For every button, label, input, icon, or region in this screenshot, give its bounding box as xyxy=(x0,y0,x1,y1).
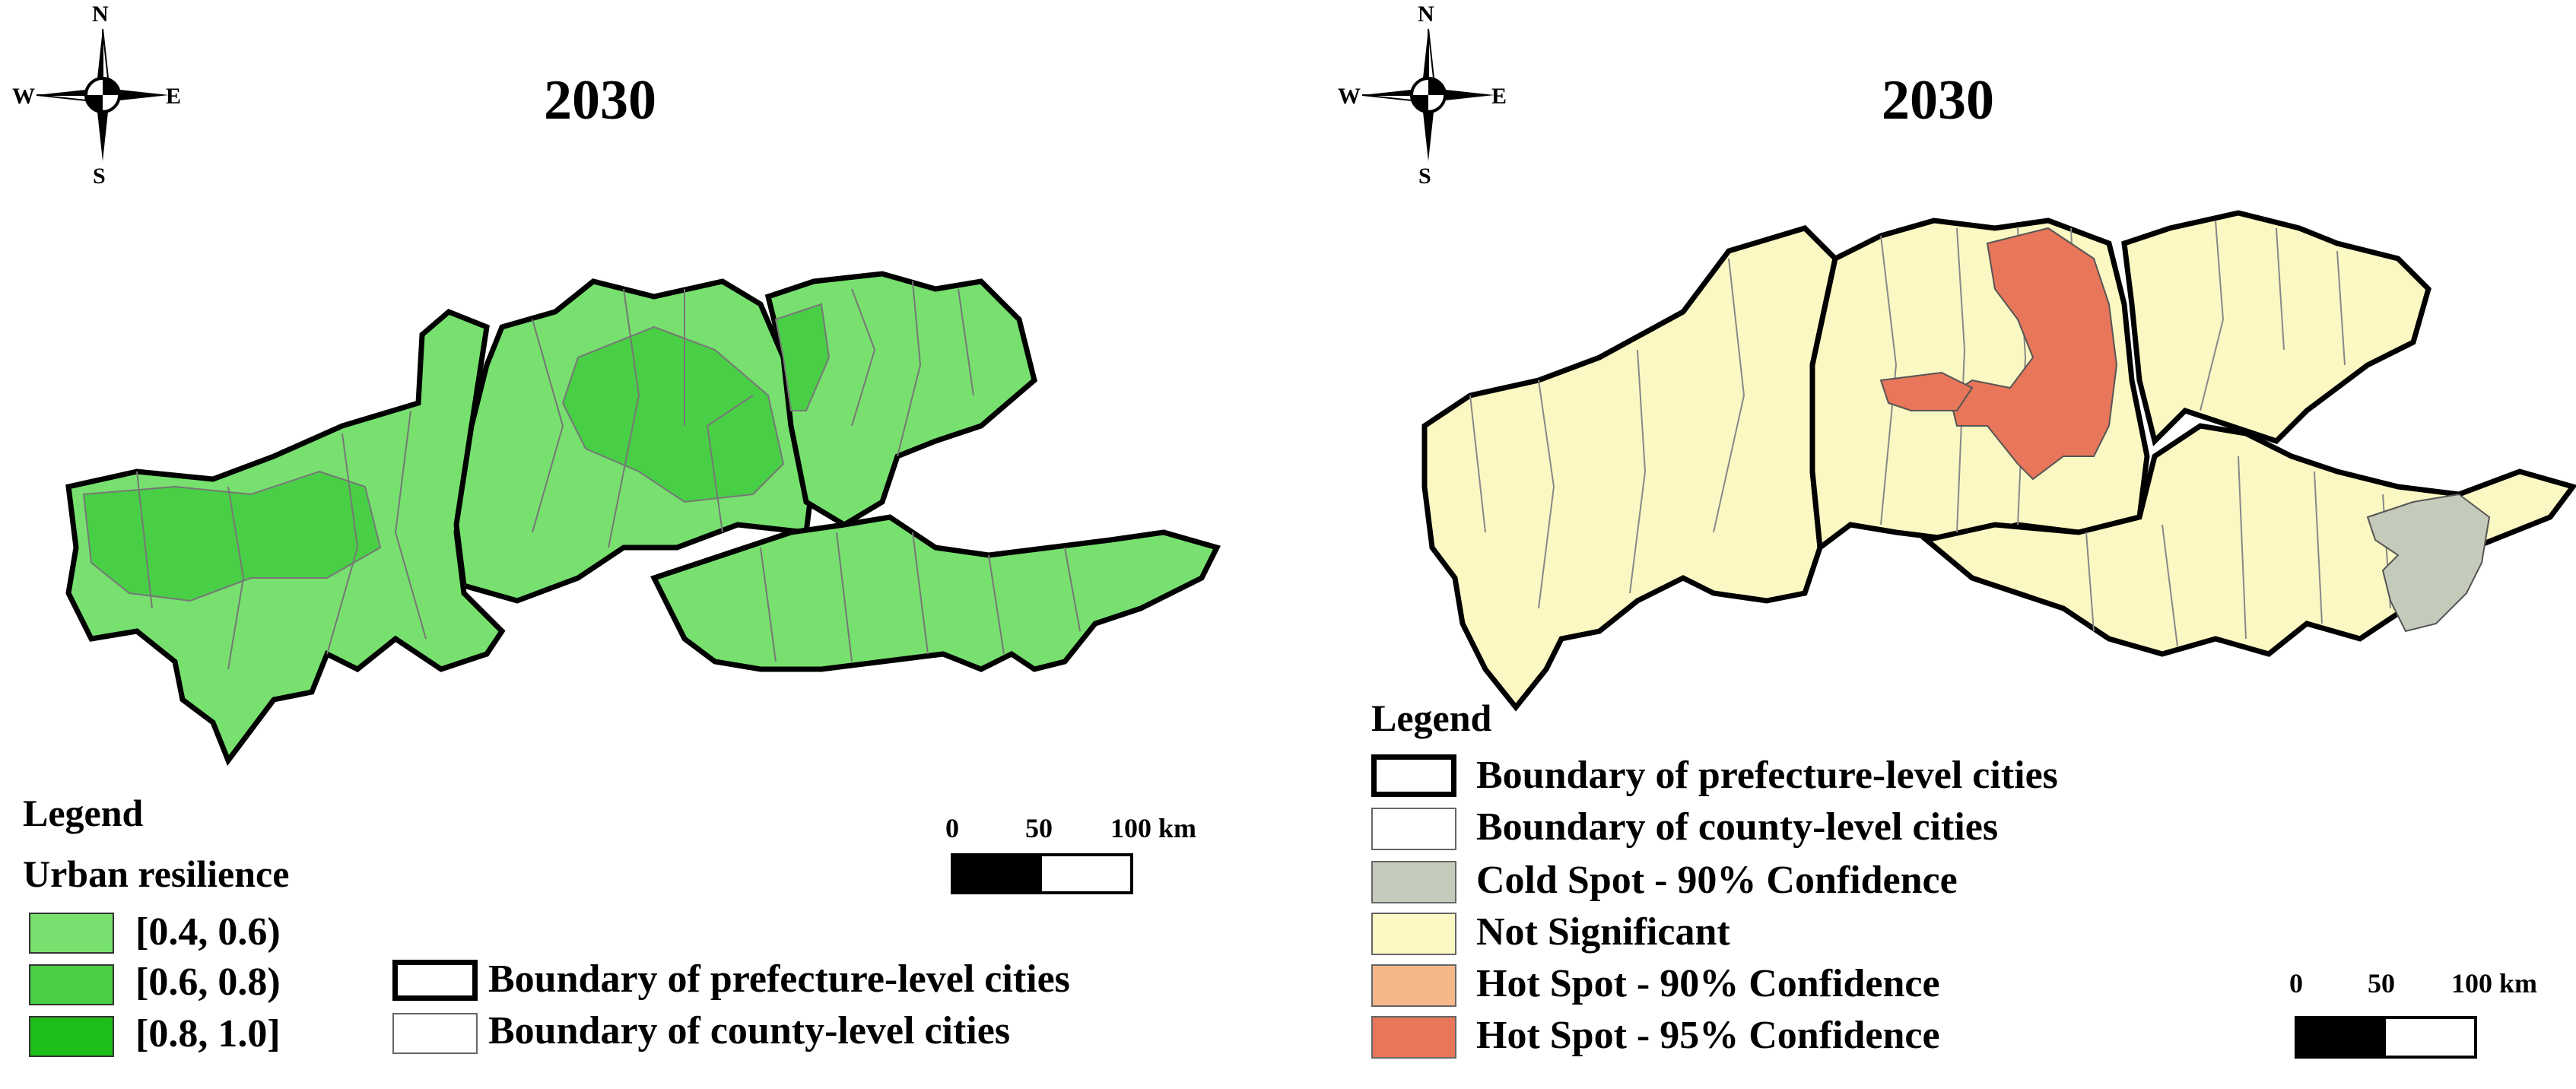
legend-label-county-boundary: Boundary of county-level cities xyxy=(1476,805,1999,849)
legend-title: Legend xyxy=(23,792,144,834)
compass-south-label: S xyxy=(93,164,106,189)
legend-swatch-county-boundary xyxy=(1371,808,1456,850)
legend-label-class-1: [0.4, 0.6) xyxy=(135,910,281,954)
north-arrow-compass-icon xyxy=(8,0,198,190)
compass-north-label: N xyxy=(1418,2,1434,27)
legend-swatch-prefecture-boundary xyxy=(392,960,478,1001)
compass-west-label: W xyxy=(1338,84,1361,109)
scale-tick-0: 0 xyxy=(2289,968,2303,999)
scale-bar xyxy=(951,853,1133,894)
region-northeast-core xyxy=(774,303,831,411)
legend-swatch-county-boundary xyxy=(392,1013,478,1054)
scale-tick-100: 100 km xyxy=(1110,813,1197,843)
legend-swatch-class-2 xyxy=(29,964,114,1005)
legend-swatch-class-3 xyxy=(29,1016,114,1057)
compass-east-label: E xyxy=(166,84,182,109)
legend-swatch-cold-spot-90 xyxy=(1371,861,1456,903)
region-west xyxy=(1421,225,1838,712)
region-northeast xyxy=(2121,210,2431,446)
region-northeast xyxy=(764,271,1037,529)
scale-tick-0: 0 xyxy=(945,813,959,843)
compass-west-label: W xyxy=(12,84,35,109)
legend-label-class-2: [0.6, 0.8) xyxy=(135,960,281,1004)
legend-label-not-significant: Not Significant xyxy=(1476,910,1730,954)
scale-tick-50: 50 xyxy=(1025,813,1053,843)
hotspot-map xyxy=(1421,210,2576,712)
legend-subtitle: Urban resilience xyxy=(23,852,290,895)
map-title: 2030 xyxy=(1882,69,1994,132)
legend-label-hot-spot-90: Hot Spot - 90% Confidence xyxy=(1476,962,1940,1005)
compass-north-label: N xyxy=(92,2,109,27)
legend-label-class-3: [0.8, 1.0] xyxy=(135,1012,281,1056)
legend-label-county-boundary: Boundary of county-level cities xyxy=(488,1009,1011,1052)
map-title: 2030 xyxy=(544,69,656,132)
legend-swatch-hot-spot-95 xyxy=(1371,1016,1456,1059)
scale-bar xyxy=(2295,1016,2477,1059)
legend-swatch-hot-spot-90 xyxy=(1371,964,1456,1007)
resilience-map xyxy=(65,271,1221,767)
legend-swatch-class-1 xyxy=(29,913,114,954)
map-panel-hotspot: N S W E 2030 Legend Boundary of prefectu… xyxy=(1288,0,2576,1089)
map-panel-urban-resilience: N S W E 2030 Legend Urban resilience [0.… xyxy=(8,0,1221,1057)
scale-tick-100: 100 km xyxy=(2451,968,2538,999)
region-central-core xyxy=(561,325,785,503)
legend-label-hot-spot-95: Hot Spot - 95% Confidence xyxy=(1476,1014,1940,1057)
legend-swatch-prefecture-boundary xyxy=(1371,754,1456,797)
compass-south-label: S xyxy=(1418,164,1431,189)
legend-swatch-not-significant xyxy=(1371,913,1456,955)
legend-label-prefecture-boundary: Boundary of prefecture-level cities xyxy=(488,957,1070,1001)
region-southeast xyxy=(650,514,1221,672)
coldspot-90-area xyxy=(2366,493,2491,633)
compass-east-label: E xyxy=(1491,84,1507,109)
legend-label-cold-spot-90: Cold Spot - 90% Confidence xyxy=(1476,859,1958,902)
scale-tick-50: 50 xyxy=(2368,968,2395,999)
hotspot-95-area-1 xyxy=(1948,227,2118,481)
legend-label-prefecture-boundary: Boundary of prefecture-level cities xyxy=(1476,754,2058,797)
north-arrow-compass-icon xyxy=(1333,0,1523,190)
legend-title: Legend xyxy=(1371,697,1492,739)
hotspot-95-area-2 xyxy=(1879,371,1974,411)
